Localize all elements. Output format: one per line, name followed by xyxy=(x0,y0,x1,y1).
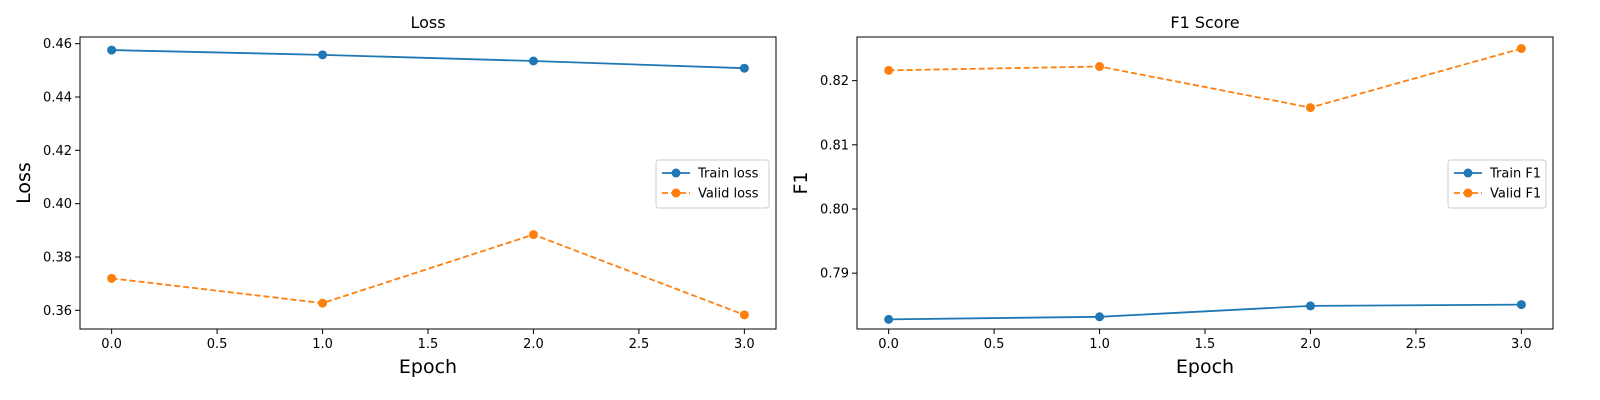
data-point xyxy=(1516,300,1526,310)
y-tick-label: 0.79 xyxy=(820,267,849,282)
legend: Train loss Valid loss xyxy=(655,159,770,209)
data-point xyxy=(1095,62,1105,72)
legend-marker xyxy=(1463,188,1473,198)
x-axis-label: Epoch xyxy=(399,356,457,378)
data-point xyxy=(739,63,749,73)
data-point xyxy=(107,45,117,55)
data-point xyxy=(1095,312,1105,322)
legend-label: Valid loss xyxy=(698,187,759,202)
series-line xyxy=(111,233,745,316)
legend-box xyxy=(655,159,770,209)
series-train-f1 xyxy=(884,300,1526,324)
x-axis-label: Epoch xyxy=(1176,356,1234,378)
series-line xyxy=(888,303,1522,321)
data-point xyxy=(1516,44,1526,54)
legend-label: Train loss xyxy=(697,167,759,182)
chart-title: Loss xyxy=(410,13,445,32)
series-line xyxy=(111,49,745,70)
plot-frame xyxy=(79,36,777,330)
legend-label: Valid F1 xyxy=(1490,187,1541,202)
data-point xyxy=(1305,103,1315,113)
plot-frame xyxy=(856,36,1554,330)
y-axis-label: Loss xyxy=(13,162,35,204)
data-point xyxy=(1305,301,1315,311)
legend-marker xyxy=(671,168,681,178)
data-point xyxy=(528,230,538,240)
x-tick-label: 0.5 xyxy=(984,337,1005,352)
data-point xyxy=(884,314,894,324)
x-tick-label: 0.0 xyxy=(101,337,122,352)
chart-title: F1 Score xyxy=(1170,13,1239,32)
data-point xyxy=(884,65,894,75)
y-tick-label: 0.42 xyxy=(43,144,72,159)
legend: Train F1 Valid F1 xyxy=(1447,159,1547,209)
y-tick-label: 0.44 xyxy=(43,91,72,106)
series-train-loss xyxy=(107,45,749,73)
data-point xyxy=(528,56,538,66)
x-tick-label: 2.5 xyxy=(629,337,650,352)
chart-panel-1: Loss 0.0 0.5 1.0 1.5 2.0 2.5 3.0 0.36 0.38 0.40 0.4… xyxy=(13,13,777,378)
y-tick-label: 0.46 xyxy=(43,37,72,52)
x-tick-label: 3.0 xyxy=(734,337,755,352)
x-tick-label: 1.5 xyxy=(1195,337,1216,352)
x-tick-label: 1.0 xyxy=(1089,337,1110,352)
series-valid-f1 xyxy=(884,44,1526,113)
y-tick-label: 0.36 xyxy=(43,304,72,319)
data-point xyxy=(318,50,328,60)
x-tick-label: 2.0 xyxy=(523,337,544,352)
chart-panel-2: F1 Score 0.0 0.5 1.0 1.5 2.0 2.5 3.0 0.79 0.80 0.8… xyxy=(790,13,1554,378)
y-tick-label: 0.40 xyxy=(43,197,72,212)
y-tick-label: 0.80 xyxy=(820,202,849,217)
x-tick-label: 0.5 xyxy=(207,337,228,352)
y-tick-label: 0.82 xyxy=(820,74,849,89)
data-point xyxy=(318,298,328,308)
x-tick-label: 0.0 xyxy=(878,337,899,352)
x-tick-label: 2.0 xyxy=(1300,337,1321,352)
x-tick-label: 1.5 xyxy=(418,337,439,352)
legend-label: Train F1 xyxy=(1489,167,1541,182)
data-point xyxy=(739,310,749,320)
legend-marker xyxy=(671,188,681,198)
y-tick-label: 0.38 xyxy=(43,251,72,266)
y-tick-label: 0.81 xyxy=(820,138,849,153)
series-line xyxy=(888,47,1522,109)
legend-marker xyxy=(1463,168,1473,178)
x-tick-label: 2.5 xyxy=(1406,337,1427,352)
x-tick-label: 3.0 xyxy=(1511,337,1532,352)
legend-box xyxy=(1447,159,1547,209)
series-valid-loss xyxy=(107,230,749,320)
x-tick-label: 1.0 xyxy=(312,337,333,352)
data-point xyxy=(107,273,117,283)
y-axis-label: F1 xyxy=(790,171,812,194)
